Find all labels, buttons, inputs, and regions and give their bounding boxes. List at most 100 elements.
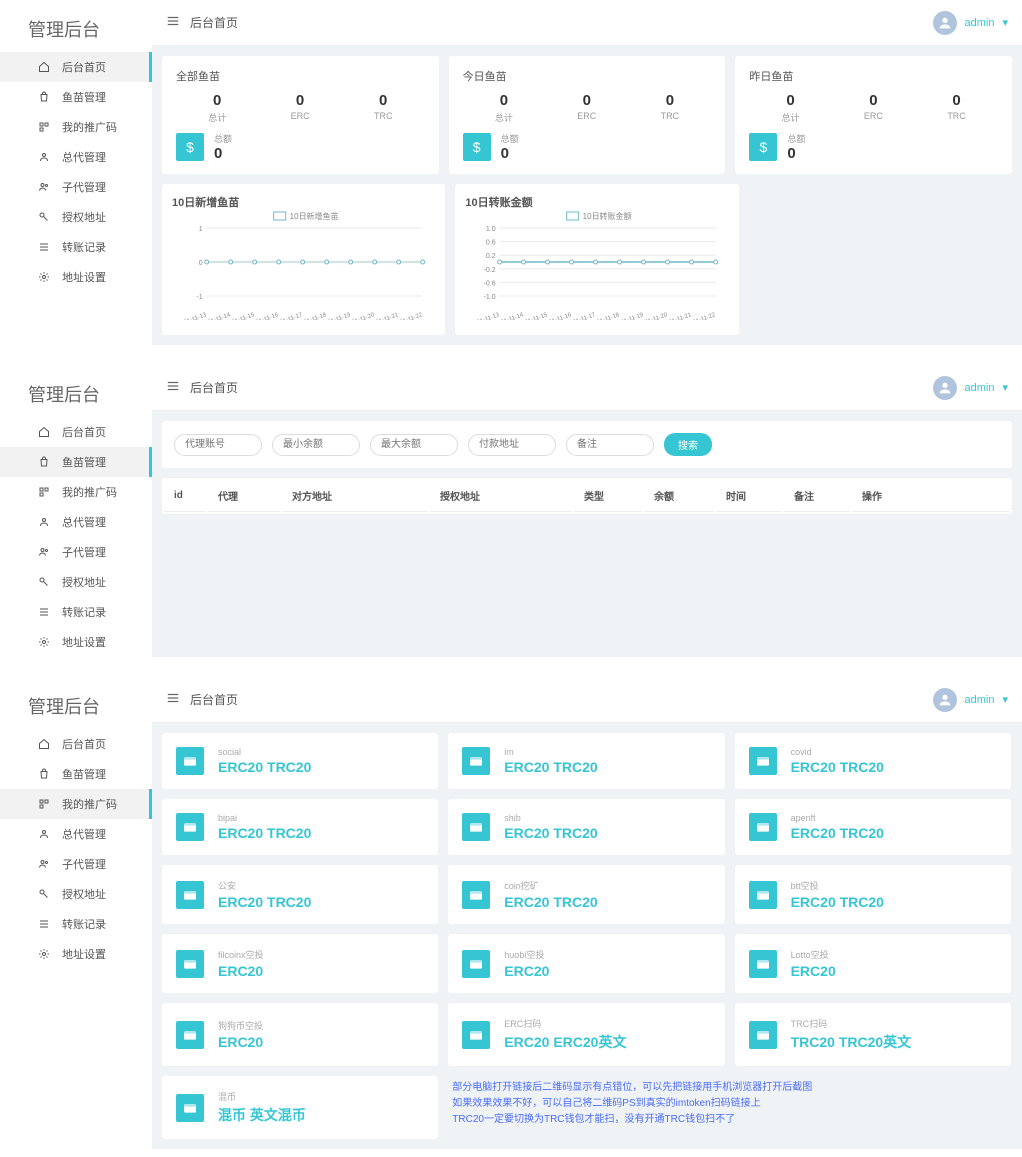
list-icon	[38, 918, 52, 930]
promo-card[interactable]: coin挖矿ERC20 TRC20	[448, 865, 724, 924]
filter-agent[interactable]	[174, 434, 262, 456]
wallet-icon	[749, 950, 777, 978]
sidebar: 管理后台 后台首页鱼苗管理我的推广码总代管理子代管理授权地址转账记录地址设置	[0, 365, 152, 657]
sidebar-item-0[interactable]: 后台首页	[0, 729, 152, 759]
person-icon	[38, 516, 52, 528]
sidebar-item-label: 授权地址	[62, 209, 106, 225]
promo-card[interactable]: filcoinx空投ERC20	[162, 934, 438, 993]
promo-card[interactable]: covidERC20 TRC20	[735, 733, 1011, 789]
promo-name: bipai	[218, 813, 311, 823]
topbar: 后台首页 admin ▾	[152, 365, 1022, 411]
total-label: 总额	[787, 132, 805, 145]
promo-card[interactable]: ERC扫码ERC20 ERC20英文	[448, 1003, 724, 1066]
svg-text:-0.6: -0.6	[484, 280, 496, 287]
sidebar-item-5[interactable]: 授权地址	[0, 879, 152, 909]
promo-card[interactable]: socialERC20 TRC20	[162, 733, 438, 789]
promo-card[interactable]: 混币混币 英文混币	[162, 1076, 438, 1139]
sidebar-item-label: 地址设置	[62, 634, 106, 650]
fish-manage-panel: 管理后台 后台首页鱼苗管理我的推广码总代管理子代管理授权地址转账记录地址设置 后…	[0, 365, 1022, 657]
promo-card[interactable]: 公安ERC20 TRC20	[162, 865, 438, 924]
promo-card[interactable]: imERC20 TRC20	[448, 733, 724, 789]
sidebar-item-3[interactable]: 总代管理	[0, 142, 152, 172]
sidebar-item-5[interactable]: 授权地址	[0, 202, 152, 232]
sidebar-item-6[interactable]: 转账记录	[0, 909, 152, 939]
menu-icon[interactable]	[166, 379, 180, 396]
promo-value: TRC20 TRC20英文	[791, 1032, 912, 1052]
people-icon	[38, 546, 52, 558]
person-icon	[38, 151, 52, 163]
sidebar-item-6[interactable]: 转账记录	[0, 597, 152, 627]
sidebar-item-label: 总代管理	[62, 149, 106, 165]
promo-value: ERC20 TRC20	[791, 759, 884, 775]
sidebar-item-label: 后台首页	[62, 59, 106, 75]
wallet-icon	[462, 813, 490, 841]
promo-card[interactable]: huobi空投ERC20	[448, 934, 724, 993]
wallet-icon	[749, 1021, 777, 1049]
stat: 0总计	[208, 92, 226, 124]
sidebar-item-3[interactable]: 总代管理	[0, 507, 152, 537]
promo-value: ERC20 TRC20	[791, 825, 884, 841]
stat-label: TRC	[661, 111, 680, 121]
sidebar-item-4[interactable]: 子代管理	[0, 172, 152, 202]
sidebar-item-label: 我的推广码	[62, 484, 117, 500]
promo-card[interactable]: Lotto空投ERC20	[735, 934, 1011, 993]
dollar-icon: $	[463, 133, 491, 161]
promo-card[interactable]: shibERC20 TRC20	[448, 799, 724, 855]
promo-card[interactable]: 狗狗币空投ERC20	[162, 1003, 438, 1066]
stat-value: 0	[374, 92, 393, 109]
chevron-down-icon: ▾	[1002, 693, 1008, 706]
dashboard-panel: 管理后台 后台首页鱼苗管理我的推广码总代管理子代管理授权地址转账记录地址设置 后…	[0, 0, 1022, 345]
sidebar-item-0[interactable]: 后台首页	[0, 417, 152, 447]
search-button[interactable]: 搜索	[664, 433, 712, 456]
filter-min[interactable]	[272, 434, 360, 456]
sidebar-item-7[interactable]: 地址设置	[0, 262, 152, 292]
sidebar-item-1[interactable]: 鱼苗管理	[0, 82, 152, 112]
sidebar-item-2[interactable]: 我的推广码	[0, 477, 152, 507]
people-icon	[38, 858, 52, 870]
sidebar-item-2[interactable]: 我的推广码	[0, 112, 152, 142]
filter-max[interactable]	[370, 434, 458, 456]
wallet-icon	[176, 1021, 204, 1049]
promo-value: ERC20	[218, 963, 264, 979]
sidebar-item-label: 授权地址	[62, 574, 106, 590]
stat-label: 总计	[782, 111, 800, 124]
user-menu[interactable]: admin ▾	[933, 11, 1009, 35]
promo-value: ERC20	[218, 1034, 263, 1050]
sidebar-item-7[interactable]: 地址设置	[0, 627, 152, 657]
svg-text:0.6: 0.6	[486, 240, 496, 247]
stat: 0TRC	[661, 92, 680, 124]
avatar-icon	[933, 688, 957, 712]
sidebar-item-1[interactable]: 鱼苗管理	[0, 759, 152, 789]
sidebar-item-5[interactable]: 授权地址	[0, 567, 152, 597]
sidebar-item-6[interactable]: 转账记录	[0, 232, 152, 262]
promo-card[interactable]: btt空投ERC20 TRC20	[735, 865, 1011, 924]
filter-payaddr[interactable]	[468, 434, 556, 456]
wallet-icon	[176, 1094, 204, 1122]
breadcrumb: 后台首页	[190, 14, 238, 31]
sidebar-item-7[interactable]: 地址设置	[0, 939, 152, 969]
sidebar-item-3[interactable]: 总代管理	[0, 819, 152, 849]
menu-icon[interactable]	[166, 691, 180, 708]
column-header: 对方地址	[282, 480, 428, 512]
sidebar-item-4[interactable]: 子代管理	[0, 537, 152, 567]
sidebar-item-1[interactable]: 鱼苗管理	[0, 447, 152, 477]
promo-value: ERC20 TRC20	[791, 894, 884, 910]
stat-label: ERC	[577, 111, 596, 121]
sidebar-item-4[interactable]: 子代管理	[0, 849, 152, 879]
filter-remark[interactable]	[566, 434, 654, 456]
promo-value: ERC20 TRC20	[504, 825, 597, 841]
gear-icon	[38, 948, 52, 960]
promo-card[interactable]: apenftERC20 TRC20	[735, 799, 1011, 855]
user-menu[interactable]: admin ▾	[933, 376, 1009, 400]
results-table: id代理对方地址授权地址类型余额时间备注操作	[162, 478, 1012, 514]
sidebar-item-0[interactable]: 后台首页	[0, 52, 152, 82]
promo-card[interactable]: TRC扫码TRC20 TRC20英文	[735, 1003, 1011, 1066]
chart-title: 10日转账金额	[465, 194, 728, 210]
total-label: 总额	[501, 132, 519, 145]
sidebar-item-label: 子代管理	[62, 179, 106, 195]
sidebar-item-2[interactable]: 我的推广码	[0, 789, 152, 819]
promo-card[interactable]: bipaiERC20 TRC20	[162, 799, 438, 855]
menu-icon[interactable]	[166, 14, 180, 31]
user-menu[interactable]: admin ▾	[933, 688, 1009, 712]
sidebar-item-label: 鱼苗管理	[62, 766, 106, 782]
